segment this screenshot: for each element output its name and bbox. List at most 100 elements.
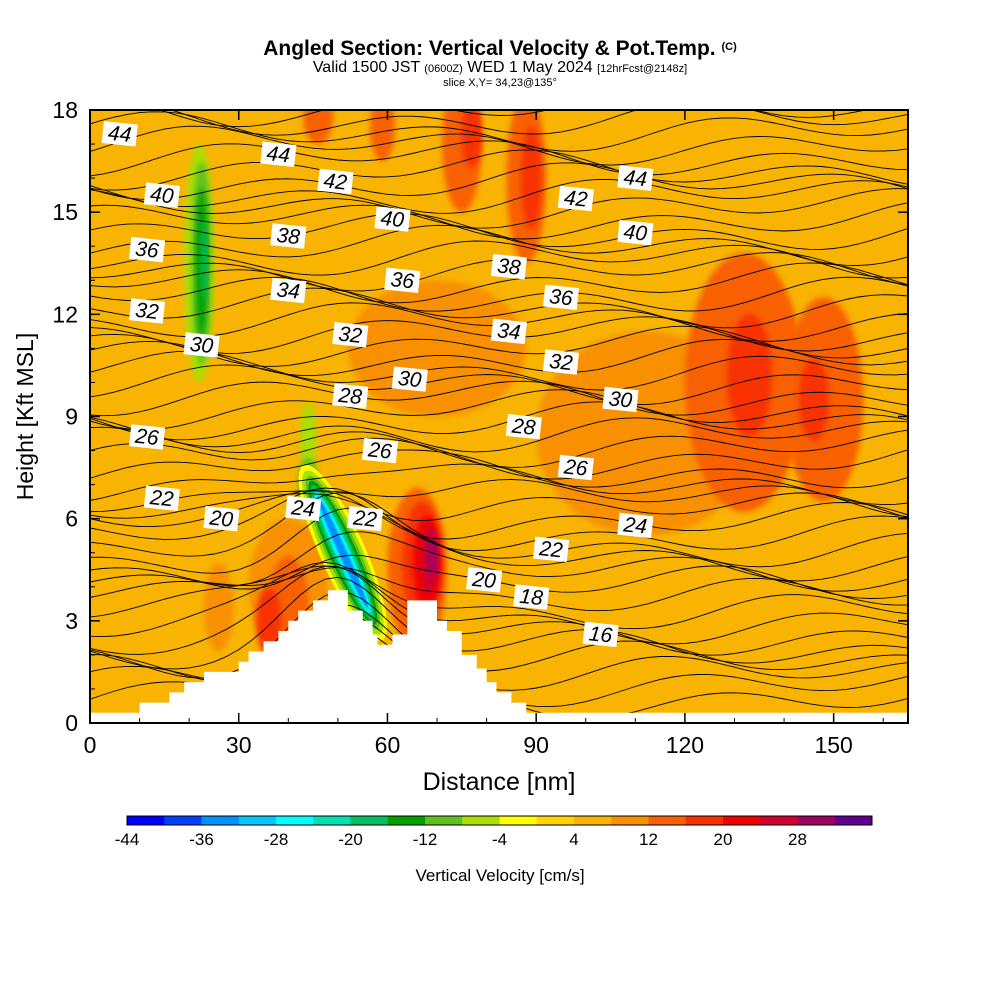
theta-label-box	[347, 505, 384, 532]
updraft-band-level	[318, 498, 368, 607]
theta-label-box	[466, 567, 503, 593]
theta-contour-line	[90, 125, 908, 166]
theta-contour-line	[90, 178, 908, 214]
theta-label-box	[270, 277, 307, 304]
theta-label: 38	[490, 253, 527, 280]
x-axis-label: Distance [nm]	[423, 768, 576, 796]
colorbar-swatch	[164, 816, 202, 825]
theta-label-text: 38	[275, 224, 301, 249]
theta-label: 32	[542, 349, 580, 375]
theta-contour-line	[90, 338, 908, 377]
colorbar-frame	[126, 815, 873, 826]
colorbar-swatch	[723, 816, 761, 825]
theta-label: 40	[617, 219, 654, 246]
theta-contour-line	[90, 276, 908, 312]
slice-info: slice X,Y= 34,23@135°	[443, 77, 557, 89]
theta-label-box	[203, 505, 240, 532]
theta-label: 24	[285, 495, 322, 522]
theta-label: 42	[557, 185, 594, 212]
theta-label-box	[285, 495, 322, 522]
theta-label-box	[374, 206, 411, 232]
colorbar-swatch	[238, 816, 277, 825]
velocity-cell	[798, 358, 829, 441]
theta-contour-line	[90, 213, 908, 250]
colorbar-label: Vertical Velocity [cm/s]	[415, 866, 584, 885]
theta-label-box	[391, 366, 428, 392]
valid-time-utc: (0600Z)	[424, 63, 463, 75]
theta-label-text: 32	[337, 323, 363, 348]
colorbar-tick-label: 12	[639, 830, 658, 849]
theta-label-text: 42	[323, 169, 349, 194]
velocity-cell	[427, 535, 438, 577]
valid-date: WED 1 May 2024	[467, 59, 593, 76]
theta-label: 24	[617, 512, 654, 539]
colorbar-swatch	[499, 816, 538, 825]
y-tick-label: 15	[52, 199, 78, 225]
colorbar-swatch	[462, 816, 500, 825]
theta-label: 34	[270, 277, 307, 304]
velocity-cell	[300, 402, 317, 471]
theta-label-text: 36	[548, 285, 574, 310]
colorbar-swatch	[685, 816, 724, 825]
chart-title: Angled Section: Vertical Velocity & Pot.…	[0, 36, 1000, 60]
colorbar-tick-label: 20	[714, 830, 733, 849]
theta-label-text: 40	[149, 183, 175, 208]
theta-label: 28	[332, 383, 369, 409]
theta-contour-line	[90, 389, 908, 431]
theta-contour-line	[90, 364, 908, 405]
theta-label-text: 18	[518, 585, 544, 610]
forecast-info: [12hrFcst@2148z]	[597, 63, 688, 75]
theta-contour-line	[90, 561, 908, 645]
y-tick-label: 0	[65, 710, 78, 736]
theta-label: 32	[128, 298, 166, 324]
theta-label-text: 22	[351, 506, 378, 531]
theta-label: 22	[143, 485, 180, 511]
theta-label-box	[557, 454, 594, 481]
theta-label-box	[542, 349, 580, 375]
theta-contour-line	[90, 224, 908, 266]
velocity-cell	[370, 110, 395, 162]
velocity-cell	[303, 110, 333, 145]
theta-contour-line	[90, 140, 908, 177]
theta-label: 44	[617, 165, 654, 191]
theta-label-box	[361, 437, 399, 464]
colorbar-swatch	[611, 816, 649, 825]
theta-label-text: 26	[562, 455, 589, 480]
theta-label: 32	[332, 322, 369, 348]
colorbar-swatch	[574, 816, 612, 825]
theta-label-box	[490, 318, 527, 345]
theta-label-box	[143, 182, 180, 208]
theta-label-box	[128, 236, 166, 263]
theta-label: 16	[582, 621, 619, 648]
theta-label-text: 22	[148, 486, 175, 511]
theta-label-box	[384, 267, 421, 293]
theta-contour-line	[90, 566, 908, 612]
chart-subtitle: Valid 1500 JST (0600Z) WED 1 May 2024 [1…	[0, 60, 1000, 77]
theta-label-box	[260, 141, 297, 167]
theta-label-box	[270, 223, 307, 249]
x-tick-label: 150	[814, 732, 852, 758]
theta-contour-line	[90, 287, 908, 329]
y-tick-label: 6	[65, 506, 78, 532]
theta-label-text: 24	[289, 496, 316, 521]
copyright-mark: (C)	[721, 41, 737, 53]
theta-label: 22	[532, 536, 570, 563]
theta-label-text: 28	[336, 384, 363, 409]
y-tick-label: 12	[52, 301, 78, 327]
theta-label: 36	[128, 236, 166, 263]
theta-label-box	[617, 219, 654, 246]
theta-label-box	[332, 383, 369, 409]
plot-area: 44 44 40 42 40 42 44 36 38 38 40 32 34 36 36 30 32 34 32 30…	[90, 110, 908, 723]
theta-label-text: 40	[380, 207, 406, 232]
theta-contour-line	[169, 110, 908, 136]
theta-label-box	[332, 322, 369, 348]
colorbar-tick-label: -44	[115, 830, 140, 849]
theta-label-text: 16	[588, 622, 614, 647]
theta-label: 44	[260, 141, 297, 167]
y-tick-label: 9	[65, 404, 78, 430]
theta-label-box	[183, 332, 220, 358]
colorbar-tick-label: -36	[189, 830, 214, 849]
theta-label: 34	[490, 318, 527, 345]
